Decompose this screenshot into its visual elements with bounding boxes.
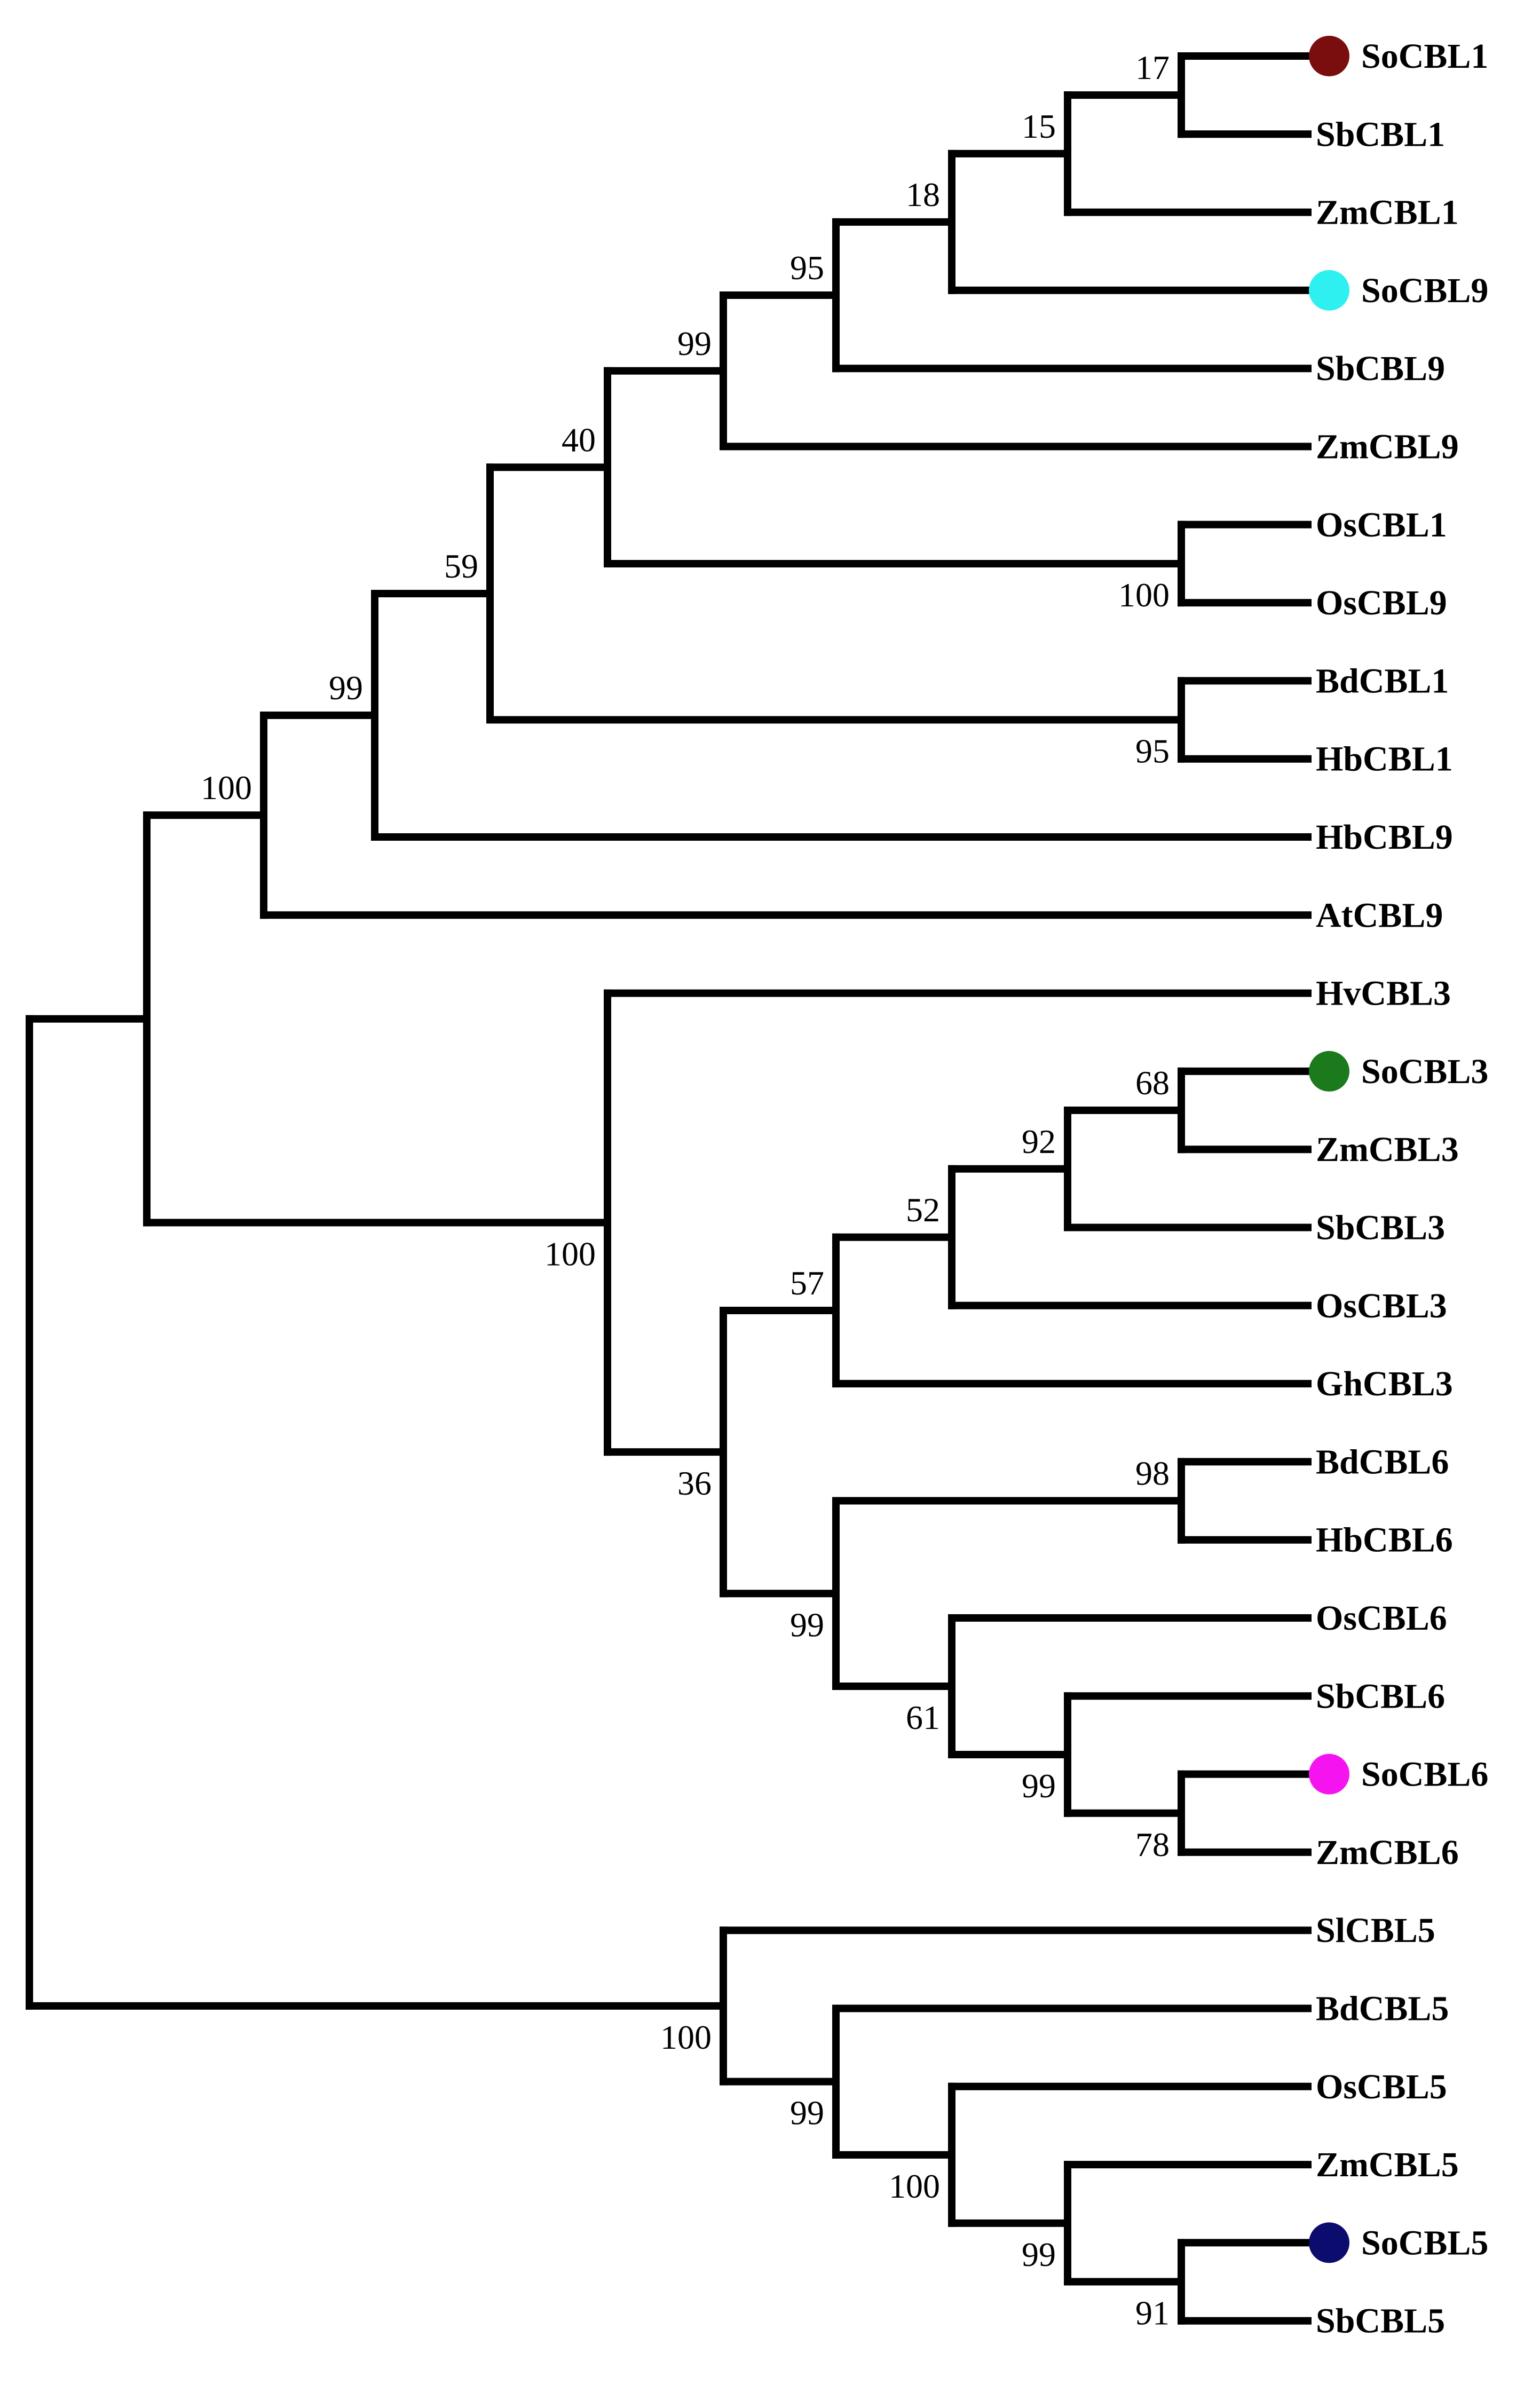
leaf-label-socbl3: SoCBL3 <box>1361 1052 1488 1091</box>
support-value-n_36: 36 <box>677 1464 712 1502</box>
support-value-n_59: 59 <box>444 547 478 585</box>
support-value-n_40: 40 <box>562 421 596 459</box>
leaf-label-bdcbl1: BdCBL1 <box>1316 661 1449 700</box>
support-value-n_bdhb1: 95 <box>1135 732 1170 770</box>
marker-socbl1 <box>1309 36 1349 76</box>
support-value-n_18: 18 <box>906 176 940 214</box>
support-value-n_99d: 99 <box>790 1606 824 1644</box>
support-value-n_91: 91 <box>1135 2294 1170 2332</box>
leaf-label-slcbl5: SlCBL5 <box>1316 1911 1435 1950</box>
marker-socbl9 <box>1309 270 1349 311</box>
support-value-n_92: 92 <box>1022 1123 1056 1160</box>
leaf-label-hbcbl1: HbCBL1 <box>1316 740 1453 779</box>
leaf-label-ghcbl3: GhCBL3 <box>1316 1364 1453 1403</box>
leaf-label-zmcbl1: ZmCBL1 <box>1316 193 1459 232</box>
support-value-n_99a: 99 <box>677 325 712 362</box>
leaf-label-sbcbl6: SbCBL6 <box>1316 1677 1445 1716</box>
leaf-markers <box>1309 36 1349 2263</box>
support-value-n_so1_sb1: 17 <box>1135 49 1170 86</box>
leaf-label-hbcbl6: HbCBL6 <box>1316 1521 1453 1560</box>
support-value-n_99c: 99 <box>1022 1767 1056 1805</box>
leaf-label-sbcbl3: SbCBL3 <box>1316 1209 1445 1247</box>
leaf-label-socbl6: SoCBL6 <box>1361 1755 1488 1794</box>
leaf-label-hbcbl9: HbCBL9 <box>1316 818 1453 857</box>
support-value-n_os19: 100 <box>1118 576 1170 614</box>
leaf-label-sbcbl1: SbCBL1 <box>1316 115 1445 154</box>
leaf-label-atcbl9: AtCBL9 <box>1316 896 1443 935</box>
leaf-label-oscbl6: OsCBL6 <box>1316 1599 1447 1638</box>
support-value-n_100a: 100 <box>201 769 252 807</box>
leaf-label-oscbl5: OsCBL5 <box>1316 2067 1447 2106</box>
leaf-label-bdcbl6: BdCBL6 <box>1316 1442 1449 1481</box>
support-value-n_78: 78 <box>1135 1826 1170 1863</box>
leaf-label-oscbl3: OsCBL3 <box>1316 1286 1447 1325</box>
leaf-label-zmcbl6: ZmCBL6 <box>1316 1833 1459 1872</box>
marker-socbl5 <box>1309 2222 1349 2263</box>
support-value-n_99f: 99 <box>790 2094 824 2132</box>
support-value-n_99b: 99 <box>329 669 363 707</box>
leaf-label-zmcbl9: ZmCBL9 <box>1316 428 1459 467</box>
leaf-label-bdcbl5: BdCBL5 <box>1316 1989 1449 2028</box>
leaf-label-hvcbl3: HvCBL3 <box>1316 974 1451 1013</box>
leaf-label-sbcbl5: SbCBL5 <box>1316 2302 1445 2341</box>
support-value-n_52: 52 <box>906 1191 940 1229</box>
leaf-label-zmcbl3: ZmCBL3 <box>1316 1130 1459 1169</box>
leaf-label-socbl9: SoCBL9 <box>1361 271 1488 310</box>
leaf-label-oscbl9: OsCBL9 <box>1316 583 1447 622</box>
support-value-n_61: 61 <box>906 1699 940 1736</box>
support-value-n_98: 98 <box>1135 1455 1170 1492</box>
support-value-n_68: 68 <box>1135 1064 1170 1102</box>
leaf-label-oscbl1: OsCBL1 <box>1316 506 1447 544</box>
support-value-n_99e: 99 <box>1022 2236 1056 2273</box>
support-value-n_100b: 100 <box>544 1235 596 1273</box>
leaf-label-socbl1: SoCBL1 <box>1361 37 1488 76</box>
support-value-n_15: 15 <box>1022 107 1056 145</box>
leaf-label-socbl5: SoCBL5 <box>1361 2223 1488 2262</box>
support-value-n_100d: 100 <box>660 2018 712 2056</box>
tree-branches <box>26 52 1312 2325</box>
marker-socbl3 <box>1309 1051 1349 1092</box>
support-value-n_95a: 95 <box>790 249 824 287</box>
bootstrap-values: 17 15 18 95 99 100 40 95 59 99 100 68 92 52 57 98 78 99 61… <box>201 49 1170 2332</box>
leaf-label-zmcbl5: ZmCBL5 <box>1316 2145 1459 2184</box>
support-value-n_57: 57 <box>790 1264 824 1302</box>
support-value-n_100c: 100 <box>889 2167 940 2205</box>
leaf-label-sbcbl9: SbCBL9 <box>1316 349 1445 388</box>
leaf-labels: SoCBL1 SbCBL1 ZmCBL1 SoCBL9 SbCBL9 ZmCBL9 OsCB… <box>1316 37 1488 2341</box>
marker-socbl6 <box>1309 1754 1349 1795</box>
